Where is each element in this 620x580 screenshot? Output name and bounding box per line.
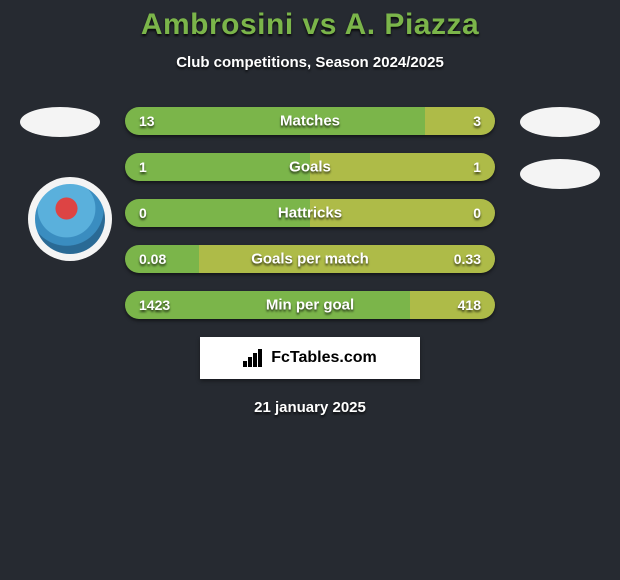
bar-value-right: 3 <box>473 113 481 129</box>
bar-value-right: 0 <box>473 205 481 221</box>
bar-value-right: 0.33 <box>454 251 481 267</box>
bar-value-right: 418 <box>458 297 481 313</box>
bar-label: Matches <box>125 113 495 130</box>
date-label: 21 january 2025 <box>0 399 620 416</box>
page-title: Ambrosini vs A. Piazza <box>0 8 620 42</box>
player-right-badge <box>520 107 600 137</box>
stat-bar: Goals1 1 <box>125 153 495 181</box>
bar-value-left: 0.08 <box>139 251 166 267</box>
bar-value-left: 1423 <box>139 297 170 313</box>
bar-value-left: 13 <box>139 113 155 129</box>
bar-label: Goals <box>125 159 495 176</box>
bar-label: Goals per match <box>125 251 495 268</box>
subtitle: Club competitions, Season 2024/2025 <box>0 54 620 71</box>
stat-bar: Hattricks0 0 <box>125 199 495 227</box>
bar-value-right: 1 <box>473 159 481 175</box>
player-right-badge-2 <box>520 159 600 189</box>
stat-bar: Min per goal1423 418 <box>125 291 495 319</box>
stat-bar: Matches13 3 <box>125 107 495 135</box>
bar-label: Min per goal <box>125 297 495 314</box>
bar-chart-icon <box>243 349 265 367</box>
bar-value-left: 0 <box>139 205 147 221</box>
bar-value-left: 1 <box>139 159 147 175</box>
comparison-chart: Matches13 3 Goals1 1 Hattricks0 0 Goals per ma… <box>0 107 620 319</box>
brand-label: FcTables.com <box>271 349 377 367</box>
stat-bar: Goals per match0.08 0.33 <box>125 245 495 273</box>
player-left-badge <box>20 107 100 137</box>
brand-box[interactable]: FcTables.com <box>200 337 420 379</box>
bar-label: Hattricks <box>125 205 495 222</box>
club-logo-left <box>28 177 112 261</box>
